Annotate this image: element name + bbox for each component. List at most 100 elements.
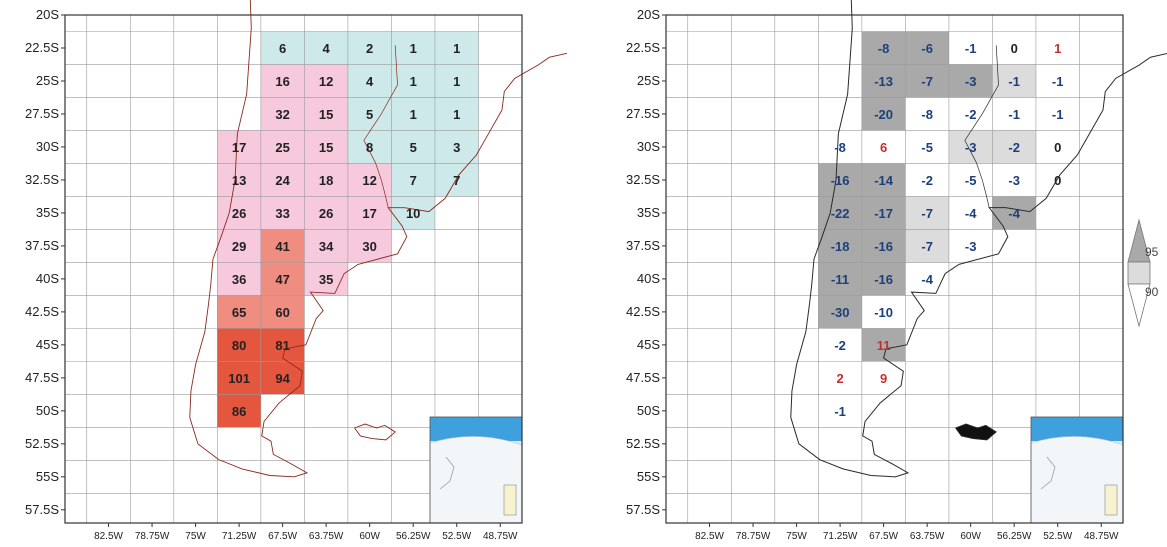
cell-value: -7 [921, 74, 933, 89]
inset-peninsula [439, 456, 455, 490]
y-tick-label: 30S [36, 139, 59, 154]
grid-cell [992, 64, 1036, 98]
cell-value: 29 [232, 239, 246, 254]
cell-value: 36 [232, 272, 246, 287]
grid-cell [905, 31, 949, 65]
left-map-panel: 6 4 2 1 116 12 4 1 132 15 5 1 117 25 15 8 5 313 24 18 12 7 726… [25, 0, 568, 542]
left-map-x-axis-labels: 82.5W 78.75W 75W 71.25W 67.5W 63.75W 60W 56.25W… [94, 523, 518, 542]
cell-value: -16 [874, 272, 893, 287]
right-map-x-axis-labels: 82.5W 78.75W 75W 71.25W 67.5W 63.75W 60W 56.25W… [695, 523, 1119, 542]
grid-cell [304, 97, 348, 131]
cell-value: -13 [874, 74, 893, 89]
x-tick-label: 56.25W [396, 531, 431, 542]
cell-value: 2 [836, 371, 843, 386]
grid-cell [905, 196, 949, 230]
grid-cell [861, 31, 906, 65]
grid-cell [217, 328, 261, 362]
river [363, 45, 398, 208]
grid-cell [347, 64, 392, 98]
y-tick-label: 50S [36, 403, 59, 418]
cell-value: 16 [275, 74, 289, 89]
cell-value: 35 [319, 272, 333, 287]
cell-value: -2 [965, 107, 977, 122]
cell-value: 1 [410, 41, 417, 56]
grid-cell [347, 229, 392, 263]
y-tick-label: 40S [637, 271, 660, 286]
cell-value: 80 [232, 338, 246, 353]
cell-value: -4 [921, 272, 933, 287]
right-map-cell-values: -8 -6 -1 0 1-13 -7 -3 -1 -1-20 -8 -2 -1 -1-8 6 -5 -3 -2 0… [831, 41, 1064, 419]
cell-value: -8 [878, 41, 890, 56]
x-tick-label: 67.5W [268, 531, 297, 542]
cell-value: -17 [874, 206, 893, 221]
right-map-coastline [790, 0, 1167, 478]
cell-value: -11 [831, 272, 849, 287]
cell-value: -1 [1008, 74, 1020, 89]
coastline [189, 0, 568, 478]
y-tick-label: 40S [36, 271, 59, 286]
cell-value: -2 [1008, 140, 1020, 155]
grid-cell [948, 130, 993, 164]
x-tick-label: 75W [185, 531, 206, 542]
cell-value: 12 [319, 74, 333, 89]
y-tick-label: 20S [637, 7, 660, 22]
x-tick-label: 78.75W [135, 531, 170, 542]
cell-value: 3 [453, 140, 460, 155]
cell-value: -8 [834, 140, 846, 155]
y-tick-label: 30S [637, 139, 660, 154]
y-tick-label: 37.5S [626, 238, 660, 253]
cell-value: 2 [366, 41, 373, 56]
grid-cell [434, 97, 479, 131]
grid-cell [304, 196, 348, 230]
grid-cell [260, 262, 305, 296]
cell-value: 7 [453, 173, 460, 188]
cell-value: 1 [410, 107, 417, 122]
y-tick-label: 45S [637, 337, 660, 352]
falkland-islands [354, 423, 396, 441]
grid-cell [905, 229, 949, 263]
cell-value: -1 [834, 404, 846, 419]
cell-value: 9 [880, 371, 887, 386]
y-tick-label: 52.5S [626, 436, 660, 451]
grid-cell [948, 64, 993, 98]
grid-cell [861, 64, 906, 98]
grid-cell [818, 295, 862, 329]
cell-value: -4 [965, 206, 977, 221]
cell-value: 5 [366, 107, 373, 122]
right-map-grid-cells [818, 31, 1036, 362]
grid-cell [391, 196, 435, 230]
cell-value: 17 [232, 140, 246, 155]
cell-value: 6 [880, 140, 887, 155]
y-tick-label: 32.5S [25, 172, 59, 187]
cell-value: 81 [275, 338, 289, 353]
y-tick-label: 55S [637, 469, 660, 484]
cell-value: 65 [232, 305, 246, 320]
y-tick-label: 20S [36, 7, 59, 22]
cell-value: -2 [834, 338, 846, 353]
x-tick-label: 52.5W [1043, 531, 1072, 542]
cell-value: 25 [275, 140, 289, 155]
grid-cell [347, 31, 392, 65]
y-tick-label: 22.5S [25, 40, 59, 55]
cell-value: 26 [232, 206, 246, 221]
y-tick-label: 25S [36, 73, 59, 88]
x-tick-label: 82.5W [695, 531, 724, 542]
right-inset-map [1030, 416, 1124, 524]
grid-cell [434, 130, 479, 164]
x-tick-label: 60W [359, 531, 380, 542]
cell-value: -22 [831, 206, 850, 221]
left-map-coastline [189, 0, 568, 478]
falkland-islands [955, 423, 997, 441]
grid-cell [260, 229, 305, 263]
y-tick-label: 32.5S [626, 172, 660, 187]
grid-cell [347, 130, 392, 164]
y-tick-label: 42.5S [626, 304, 660, 319]
y-tick-label: 57.5S [626, 502, 660, 517]
cell-value: -6 [921, 41, 933, 56]
cell-value: 11 [877, 338, 891, 353]
grid-cell [391, 130, 435, 164]
y-tick-label: 55S [36, 469, 59, 484]
cell-value: 47 [275, 272, 289, 287]
cell-value: -20 [874, 107, 893, 122]
